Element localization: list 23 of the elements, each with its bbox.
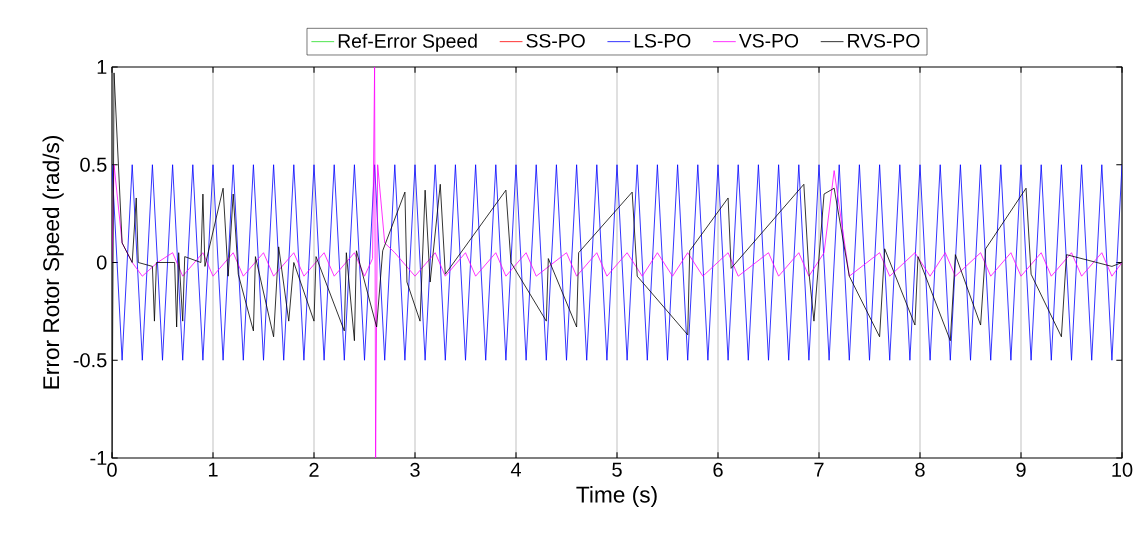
x-tick-label: 9 [1016, 462, 1026, 477]
x-tick-label: 1 [208, 462, 218, 477]
x-tick-label: 6 [713, 462, 723, 477]
x-tick-label: 3 [410, 462, 420, 477]
y-tick-label: 0 [96, 255, 107, 270]
legend-label: LS-PO [634, 33, 691, 48]
x-axis-title: Time (s) [576, 486, 657, 508]
x-tick-label: 0 [107, 462, 117, 477]
y-axis-title: Error Rotor Speed (rad/s) [42, 136, 64, 389]
legend-label: RVS-PO [848, 33, 920, 48]
legend-label: Ref-Error Speed [338, 33, 477, 52]
x-tick-label: 10 [1112, 462, 1133, 477]
x-tick-label: 2 [309, 462, 319, 477]
y-tick-label: 1 [97, 60, 107, 74]
x-tick-label: 4 [510, 462, 521, 477]
x-tick-label: 7 [814, 462, 824, 477]
x-tick-label: 5 [612, 462, 622, 477]
y-tick-label: -0.5 [73, 353, 107, 368]
legend-label: SS-PO [526, 33, 585, 48]
legend-label: VS-PO [738, 33, 799, 48]
y-tick-label: 0.5 [80, 157, 107, 172]
x-tick-label: 8 [915, 462, 925, 477]
y-tick-label: -1 [90, 451, 107, 465]
